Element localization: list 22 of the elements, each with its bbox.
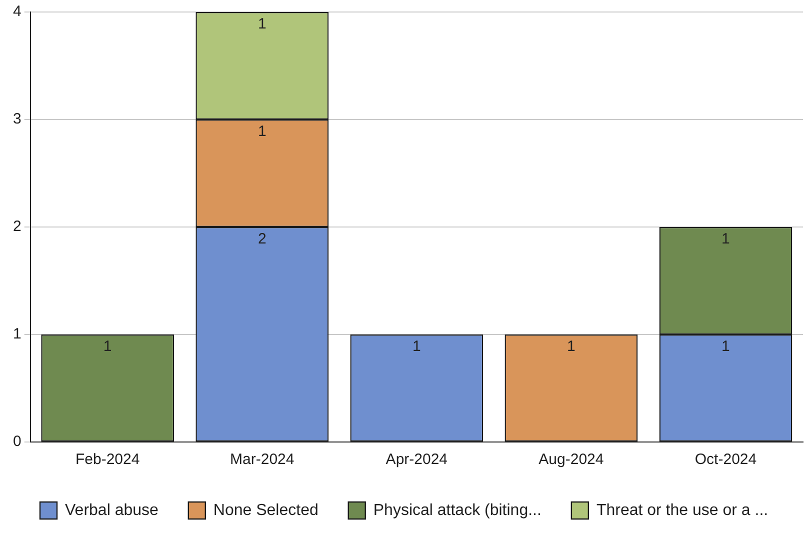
legend-label: Verbal abuse	[65, 502, 159, 519]
x-tick-label: Apr-2024	[386, 451, 448, 468]
data-label: 1	[258, 123, 266, 140]
y-tick-label: 1	[13, 326, 22, 343]
data-label: 1	[258, 16, 266, 33]
x-tick-label: Oct-2024	[694, 451, 757, 468]
x-tick-label: Feb-2024	[76, 451, 140, 468]
legend-label: None Selected	[213, 502, 318, 519]
x-tick-label: Aug-2024	[538, 451, 604, 468]
y-tick-label: 3	[13, 110, 22, 128]
x-tick-label: Mar-2024	[230, 451, 294, 468]
data-label: 1	[567, 338, 576, 356]
data-label: 1	[103, 338, 112, 356]
data-label: 1	[722, 230, 730, 248]
data-label: 2	[258, 230, 266, 248]
data-label: 1	[722, 338, 730, 356]
y-tick-label: 0	[13, 433, 22, 450]
legend-label: Physical attack (biting...	[373, 502, 542, 519]
y-tick-label: 2	[13, 218, 22, 236]
y-tick-label: 4	[13, 3, 22, 20]
legend-label: Threat or the use or a ...	[596, 502, 768, 519]
data-label: 1	[412, 338, 421, 356]
